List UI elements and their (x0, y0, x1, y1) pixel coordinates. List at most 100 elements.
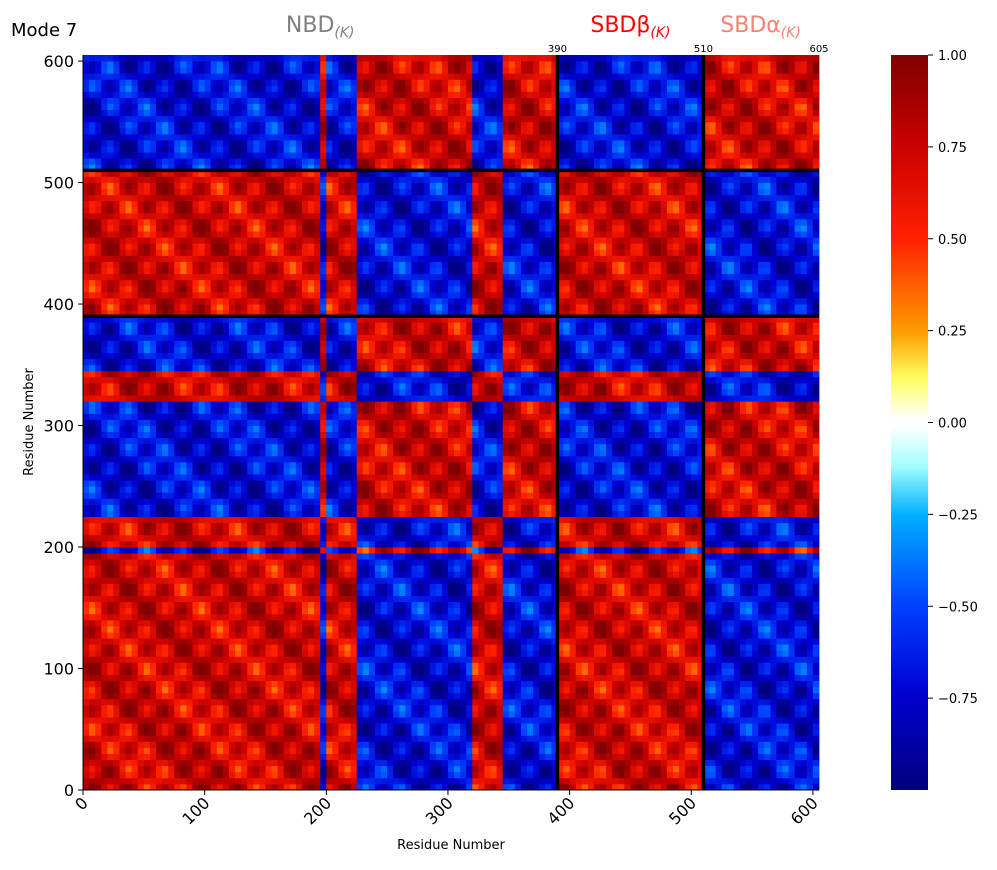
heatmap-cell (253, 704, 260, 712)
heatmap-cell (186, 540, 193, 548)
heatmap-cell (216, 334, 224, 341)
heatmap-cell (295, 601, 303, 609)
heatmap-cell (186, 595, 193, 603)
heatmap-cell (277, 595, 285, 603)
heatmap-cell (247, 364, 254, 372)
heatmap-cell (119, 370, 126, 378)
heatmap-cell (314, 656, 321, 663)
heatmap-cell (131, 176, 139, 183)
heatmap-cell (192, 127, 199, 135)
heatmap-cell (180, 133, 187, 141)
heatmap-cell (198, 316, 206, 323)
heatmap-cell (83, 346, 90, 354)
heatmap-cell (271, 297, 279, 305)
heatmap-cell (204, 73, 212, 80)
heatmap-cell (320, 109, 327, 117)
heatmap-cell (314, 304, 321, 311)
heatmap-cell (198, 504, 206, 511)
heatmap-cell (83, 583, 90, 590)
heatmap-cell (301, 61, 309, 68)
heatmap-cell (143, 461, 151, 469)
heatmap-cell (168, 461, 175, 469)
heatmap-cell (228, 461, 236, 469)
heatmap-cell (241, 686, 248, 694)
heatmap-cell (295, 352, 303, 360)
heatmap-cell (210, 73, 218, 80)
heatmap-cell (271, 686, 279, 694)
heatmap-cell (198, 358, 206, 366)
heatmap-cell (271, 206, 279, 214)
heatmap-cell (253, 668, 260, 675)
heatmap-cell (95, 765, 102, 773)
heatmap-cell (253, 334, 260, 341)
heatmap-cell (308, 352, 315, 360)
heatmap-cell (228, 638, 236, 645)
heatmap-cell (308, 650, 315, 657)
heatmap-cell (198, 668, 206, 675)
heatmap-cell (295, 638, 303, 645)
heatmap-cell (162, 346, 169, 354)
heatmap-cell (283, 97, 291, 104)
heatmap-cell (119, 304, 126, 311)
heatmap-cell (277, 565, 285, 572)
heatmap-cell (289, 759, 297, 767)
heatmap-cell (125, 115, 133, 123)
heatmap-cell (113, 109, 120, 117)
heatmap-cell (119, 632, 126, 639)
heatmap-cell (216, 425, 224, 433)
heatmap-cell (241, 152, 248, 159)
heatmap-cell (216, 759, 224, 767)
heatmap-cell (89, 510, 96, 518)
heatmap-cell (259, 583, 266, 590)
heatmap-cell (89, 553, 96, 560)
heatmap-cell (204, 407, 212, 414)
heatmap-cell (186, 158, 193, 165)
heatmap-cell (186, 188, 193, 196)
heatmap-cell (210, 443, 218, 451)
heatmap-cell (320, 583, 327, 590)
heatmap-cell (131, 188, 139, 196)
heatmap-cell (326, 668, 333, 675)
heatmap-cell (137, 200, 145, 208)
heatmap-cell (277, 674, 285, 682)
heatmap-cell (101, 383, 108, 390)
heatmap-cell (131, 334, 139, 341)
heatmap-cell (83, 692, 90, 700)
heatmap-cell (155, 146, 163, 153)
heatmap-cell (162, 419, 169, 426)
heatmap-cell (125, 425, 133, 433)
heatmap-cell (186, 200, 193, 208)
heatmap-cell (83, 571, 90, 578)
heatmap-cell (216, 376, 224, 384)
heatmap-cell (253, 625, 260, 633)
heatmap-cell (101, 461, 108, 469)
heatmap-cell (119, 759, 126, 767)
heatmap-cell (247, 650, 254, 657)
heatmap-cell (83, 97, 90, 104)
heatmap-cell (228, 109, 236, 117)
heatmap-cell (125, 686, 133, 694)
heatmap-cell (89, 534, 96, 542)
heatmap-cell (131, 431, 139, 439)
heatmap-cell (119, 474, 126, 481)
heatmap-cell (247, 115, 254, 123)
heatmap-cell (101, 85, 108, 92)
heatmap-cell (332, 735, 339, 742)
heatmap-cell (222, 625, 230, 633)
heatmap-cell (326, 158, 333, 165)
heatmap-cell (95, 498, 102, 505)
heatmap-cell (265, 692, 272, 700)
heatmap-cell (247, 613, 254, 621)
heatmap-cell (180, 559, 187, 566)
heatmap-cell (216, 498, 224, 505)
heatmap-cell (247, 528, 254, 536)
heatmap-cell (198, 273, 206, 281)
heatmap-cell (131, 680, 139, 688)
heatmap-cell (101, 413, 108, 420)
heatmap-cell (241, 140, 248, 147)
heatmap-cell (168, 219, 175, 226)
heatmap-cell (180, 328, 187, 335)
heatmap-cell (174, 79, 181, 86)
heatmap-cell (155, 492, 163, 499)
heatmap-cell (295, 395, 303, 402)
